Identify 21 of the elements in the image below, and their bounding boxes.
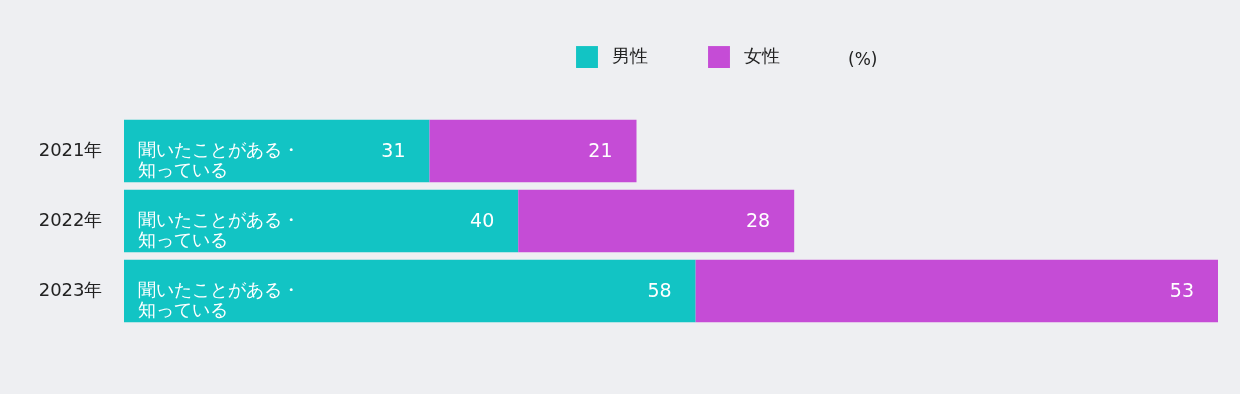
data-label: 53 bbox=[1169, 279, 1194, 301]
bar bbox=[124, 259, 696, 323]
data-label: 28 bbox=[746, 209, 771, 231]
y-tick-label: 2023年 bbox=[38, 279, 103, 300]
data-label: 21 bbox=[588, 139, 613, 161]
y-tick-label: 2021年 bbox=[38, 139, 103, 160]
data-label: 31 bbox=[381, 139, 406, 161]
annotation: 聞いたことがある・知っている bbox=[138, 209, 300, 250]
bar bbox=[124, 119, 430, 183]
annotation: 聞いたことがある・知っている bbox=[138, 279, 300, 320]
legend-label: 男性 bbox=[612, 45, 648, 67]
bar bbox=[429, 119, 637, 183]
x-axis-title: (%) bbox=[848, 49, 878, 69]
bar bbox=[695, 259, 1218, 323]
bar bbox=[124, 189, 519, 253]
y-tick-label: 2022年 bbox=[38, 209, 103, 230]
annotation: 聞いたことがある・知っている bbox=[138, 139, 300, 180]
bar bbox=[518, 189, 795, 253]
data-label: 40 bbox=[470, 209, 495, 231]
legend-label: 女性 bbox=[744, 45, 780, 67]
data-label: 58 bbox=[647, 279, 672, 301]
